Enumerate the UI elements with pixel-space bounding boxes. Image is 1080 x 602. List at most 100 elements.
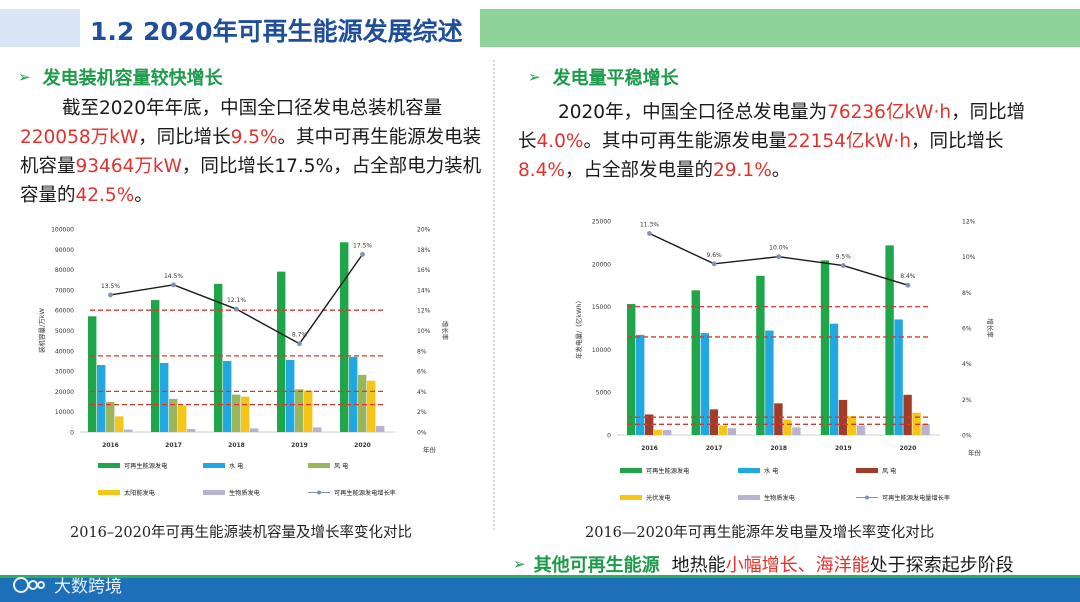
bar-solar: [847, 416, 857, 435]
right-para-run: 76236亿kW·h: [827, 102, 952, 123]
left-para-run: 。其中可再生能源发电装机容量: [20, 127, 482, 177]
y-tick-label: 20000: [592, 261, 611, 268]
bar-bio: [376, 425, 385, 432]
bar-renewable: [627, 304, 636, 435]
growth-rate-point: [905, 282, 911, 288]
right-para-run: 22154亿kW·h: [787, 131, 911, 152]
legend-label: 可再生能源发电增长率: [334, 489, 396, 497]
bar-bio: [921, 423, 930, 435]
bar-solar: [718, 425, 727, 435]
other-segment: 地热能: [671, 555, 726, 576]
other-renewables: ➢ 其他可再生能源 地热能小幅增长、海洋能处于探索起步阶段: [513, 551, 1014, 577]
right-caption: 2016—2020年可再生能源年发电量及增长率变化对比: [585, 525, 935, 541]
right-para-run: 。其中可再生能源发电量: [583, 131, 788, 152]
bar-wind: [169, 398, 178, 432]
y-tick-label: 15000: [592, 304, 611, 311]
legend-label: 水 电: [229, 462, 243, 470]
legend-swatch: [738, 495, 760, 500]
left-para-run: 42.5%: [75, 185, 135, 206]
x-tick-label: 2019: [835, 445, 852, 452]
y2-tick-label: 10%: [962, 254, 976, 261]
right-para-run: 。: [771, 160, 791, 181]
y2-tick-label: 2%: [417, 409, 427, 416]
x-tick-label: 2016: [641, 445, 658, 452]
bar-renewable: [885, 245, 894, 435]
growth-rate-point: [297, 341, 302, 347]
legend-label: 光伏发电: [646, 494, 671, 502]
right-para-run: ，占全部发电量的: [565, 160, 714, 181]
x-axis-title: 年份: [968, 448, 982, 457]
legend-marker: [317, 490, 321, 495]
bar-hydro: [223, 360, 232, 432]
growth-rate-label: 17.5%: [353, 242, 372, 249]
growth-rate-label: 10.0%: [769, 245, 788, 252]
legend-swatch: [856, 468, 878, 473]
bar-renewable: [691, 290, 700, 435]
bar-hydro: [700, 333, 709, 435]
arrow-right-icon: ➢: [513, 555, 526, 573]
legend-label: 风 电: [882, 467, 896, 475]
growth-rate-point: [776, 254, 782, 260]
bar-solar: [304, 390, 313, 432]
y2-tick-label: 6%: [962, 326, 972, 333]
growth-rate-label: 8.7%: [292, 332, 308, 339]
bar-solar: [115, 416, 124, 432]
legend-swatch: [98, 463, 120, 468]
left-para-run: 。: [134, 185, 153, 206]
y2-tick-label: 16%: [417, 267, 431, 274]
column-divider: [493, 60, 495, 530]
bar-bio: [856, 425, 866, 435]
x-tick-label: 2018: [770, 445, 787, 452]
x-tick-label: 2020: [900, 445, 917, 452]
legend-swatch: [98, 490, 120, 495]
y-tick-label: 50000: [55, 328, 74, 335]
bar-renewable: [756, 275, 765, 435]
header-right-band: [480, 9, 1080, 47]
left-paragraph: 截至2020年年底，中国全口径发电总装机容量 220058万kW，同比增长9.5%…: [20, 94, 488, 210]
growth-rate-label: 14.5%: [164, 273, 183, 280]
bar-hydro: [765, 330, 774, 435]
y-axis-title: 装机容量/万kW: [37, 307, 46, 352]
footer-green-line: [0, 575, 1080, 579]
y-tick-label: 10000: [55, 409, 74, 416]
legend-swatch: [738, 468, 760, 473]
y2-axis-title: 增长率: [441, 321, 450, 341]
legend-marker: [865, 495, 869, 500]
growth-rate-label: 13.5%: [101, 283, 120, 290]
growth-rate-label: 9.5%: [836, 254, 852, 261]
y2-tick-label: 8%: [417, 348, 427, 355]
bar-solar: [783, 419, 792, 435]
growth-rate-label: 11.3%: [640, 221, 659, 228]
x-tick-label: 2020: [354, 442, 371, 449]
page-title: 1.2 2020年可再生能源发展综述: [90, 17, 463, 46]
bar-renewable: [820, 260, 830, 435]
bar-hydro: [636, 334, 645, 435]
bar-windGen: [774, 403, 783, 435]
legend-label: 太阳能发电: [124, 489, 155, 497]
bar-windGen: [645, 414, 654, 435]
other-title: 其他可再生能源: [533, 555, 660, 576]
legend-label: 生物质发电: [764, 494, 795, 502]
bar-bio: [727, 428, 736, 435]
y-axis-title: 年发电量/（亿kWh）: [574, 297, 583, 359]
left-para-run: ，同比增长17.5%，占全部电力装机容量的: [20, 156, 482, 206]
legend-swatch: [308, 463, 330, 468]
legend-swatch: [203, 490, 225, 495]
growth-rate-point: [171, 282, 176, 288]
bar-bio: [663, 429, 672, 435]
y2-tick-label: 0%: [417, 430, 427, 437]
watermark-text: 大数跨境: [54, 577, 122, 597]
y2-tick-label: 2%: [962, 397, 972, 404]
arrow-right-icon: ➢: [18, 68, 31, 86]
bar-renewable: [88, 316, 97, 432]
right-para-run: 4.0%: [536, 131, 584, 152]
legend-label: 可再生能源发电: [124, 462, 167, 470]
bar-bio: [313, 427, 322, 432]
bar-wind: [232, 394, 241, 432]
generation-chart: 0 5000 10000 15000 20000 25000 0% 2% 4% 6% 8% 10% 12…: [574, 219, 995, 503]
bar-bio: [124, 429, 133, 432]
right-paragraph: 2020年，中国全口径总发电量为76236亿kW·h ，同比增长 4.0%。其中可再…: [518, 98, 1033, 185]
left-bullet-text: 发电装机容量较快增长: [42, 68, 223, 89]
bar-hydro: [97, 365, 106, 432]
bar-bio: [187, 428, 196, 432]
